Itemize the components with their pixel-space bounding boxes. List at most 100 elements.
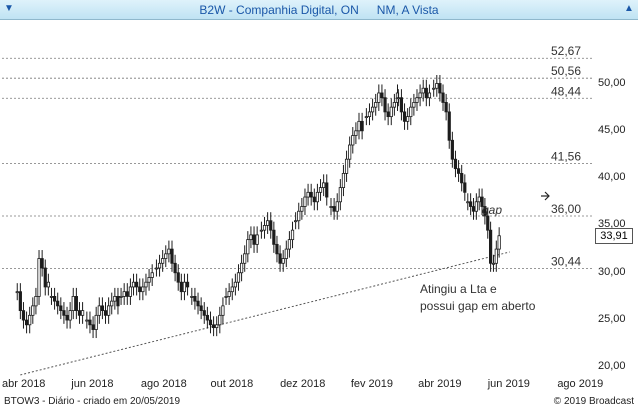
- candle: [309, 183, 313, 206]
- candle: [466, 193, 470, 211]
- candle: [383, 89, 387, 121]
- candle: [154, 259, 159, 277]
- candle: [418, 84, 422, 107]
- candle: [80, 302, 85, 324]
- down-triangle-icon[interactable]: ▼: [4, 3, 14, 14]
- candle: [290, 221, 295, 249]
- candle: [364, 108, 368, 126]
- candle: [360, 112, 364, 140]
- chart-title: B2W - Companhia Digital, ON NM, A Vista: [0, 3, 638, 17]
- candle: [68, 302, 72, 329]
- candle: [164, 245, 168, 268]
- candle: [272, 221, 276, 253]
- candle: [74, 287, 78, 320]
- candle: [138, 278, 142, 301]
- y-tick-label: 50,00: [598, 76, 626, 89]
- candle: [246, 231, 250, 263]
- candle: [40, 250, 44, 277]
- candle: [135, 273, 139, 296]
- level-label: 48,44: [551, 84, 581, 98]
- candle: [230, 278, 234, 301]
- candle: [297, 202, 301, 230]
- y-axis: [595, 21, 638, 376]
- candle: [150, 264, 154, 286]
- candle: [49, 287, 54, 305]
- candle: [147, 268, 151, 291]
- candle: [322, 174, 326, 197]
- candle: [196, 292, 200, 315]
- candle: [202, 302, 206, 324]
- candle: [427, 84, 432, 107]
- candle: [318, 179, 323, 201]
- level-label: 52,67: [551, 44, 581, 58]
- candle: [262, 216, 267, 239]
- candle: [157, 254, 162, 277]
- up-triangle-icon[interactable]: ▲: [624, 3, 634, 14]
- candle: [494, 240, 498, 272]
- candle: [344, 150, 349, 182]
- candle: [113, 287, 117, 310]
- candle: [491, 254, 496, 272]
- candle: [215, 316, 219, 337]
- candle: [450, 131, 454, 168]
- candle: [116, 287, 120, 315]
- candles: [15, 74, 501, 339]
- candle: [141, 278, 145, 301]
- candle: [269, 212, 273, 239]
- candle: [208, 311, 213, 334]
- candle: [255, 226, 259, 253]
- candle: [252, 226, 256, 253]
- candle: [239, 254, 244, 282]
- candle: [460, 164, 464, 192]
- candle: [306, 183, 310, 206]
- level-label: 30,44: [551, 255, 581, 269]
- candle: [173, 254, 177, 282]
- candle: [438, 74, 442, 102]
- candle: [392, 93, 396, 116]
- candle: [424, 79, 428, 107]
- candle: [71, 287, 75, 320]
- candle: [281, 250, 285, 272]
- candle: [128, 278, 133, 305]
- footer-copyright: © 2019 Broadcast: [553, 396, 634, 407]
- candle: [97, 297, 101, 324]
- candle: [56, 292, 60, 315]
- candle: [406, 108, 410, 130]
- candle: [341, 164, 346, 197]
- gap-annotation: gap: [482, 203, 502, 217]
- level-label: 36,00: [551, 202, 581, 216]
- candle: [170, 240, 174, 272]
- candle: [354, 122, 358, 145]
- candle: [374, 93, 378, 116]
- annotation-note-line-1: Atingiu a Lta e: [420, 282, 497, 296]
- trend-line: [20, 251, 510, 376]
- candle: [415, 89, 419, 111]
- candle: [335, 193, 339, 220]
- x-tick-label: jun 2019: [487, 378, 530, 390]
- level-lines: 52,67 50,56 48,44 41,56 36,00 30,44: [2, 44, 594, 269]
- candle: [367, 103, 372, 126]
- candle: [94, 306, 98, 339]
- x-tick-label: jun 2018: [71, 378, 114, 390]
- candle: [483, 198, 487, 225]
- candle: [122, 283, 126, 305]
- x-tick-label: abr 2019: [418, 378, 462, 390]
- candle: [441, 84, 445, 111]
- chart-subtitle-text: NM, A Vista: [376, 3, 439, 17]
- candle: [205, 306, 209, 329]
- candle: [91, 316, 95, 339]
- candle: [24, 311, 29, 334]
- candle: [161, 250, 165, 272]
- candle: [211, 316, 216, 337]
- candle: [409, 98, 413, 126]
- candle: [435, 74, 439, 97]
- candle: [193, 287, 197, 310]
- candle: [46, 273, 50, 296]
- candle: [144, 273, 148, 296]
- candle: [329, 198, 333, 216]
- candle: [62, 302, 66, 324]
- candle: [43, 259, 47, 296]
- candle: [447, 103, 451, 149]
- x-tick-label: ago 2018: [140, 378, 187, 390]
